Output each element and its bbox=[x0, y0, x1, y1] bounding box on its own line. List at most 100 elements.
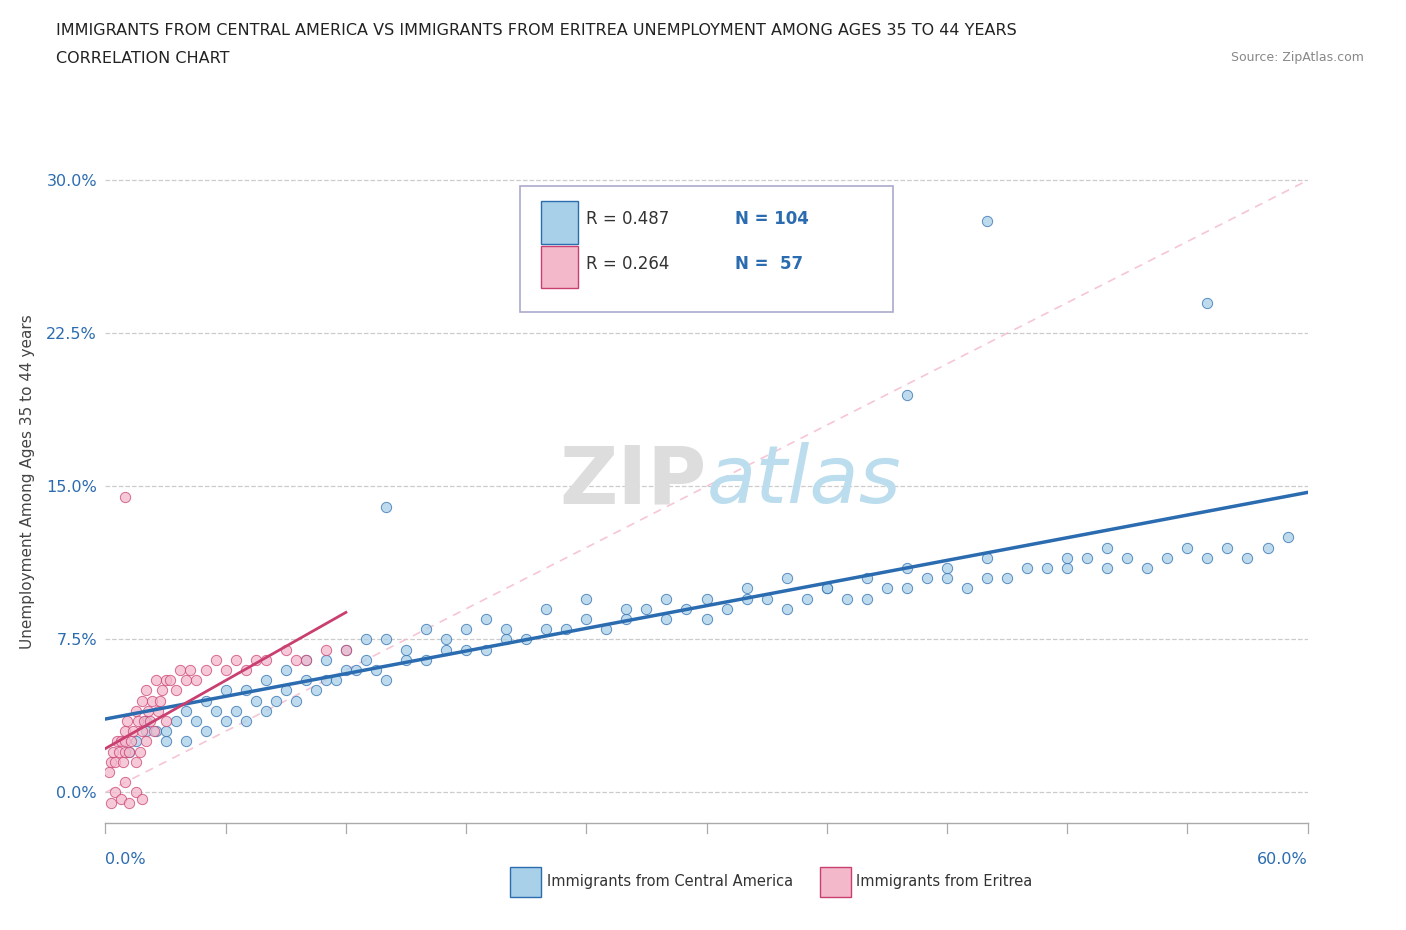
Point bbox=[110, 734, 132, 749]
Point bbox=[235, 662, 257, 677]
Point bbox=[214, 662, 236, 677]
Point bbox=[100, 795, 122, 810]
Point bbox=[148, 693, 170, 708]
Point bbox=[145, 724, 167, 738]
Point bbox=[184, 672, 207, 687]
Point bbox=[254, 703, 277, 718]
Point bbox=[104, 754, 127, 769]
Point bbox=[325, 672, 347, 687]
Point bbox=[225, 703, 247, 718]
Point bbox=[595, 622, 617, 637]
Point bbox=[114, 724, 136, 738]
Text: Source: ZipAtlas.com: Source: ZipAtlas.com bbox=[1230, 51, 1364, 64]
Point bbox=[1236, 551, 1258, 565]
Point bbox=[335, 643, 357, 658]
Point bbox=[896, 561, 918, 576]
Text: 0.0%: 0.0% bbox=[105, 852, 146, 867]
Point bbox=[274, 662, 297, 677]
Point bbox=[295, 652, 318, 667]
Point bbox=[295, 672, 318, 687]
Point bbox=[616, 602, 638, 617]
Point bbox=[169, 662, 191, 677]
Point bbox=[131, 724, 153, 738]
Point bbox=[114, 734, 136, 749]
Text: N = 104: N = 104 bbox=[735, 209, 810, 228]
Text: R = 0.264: R = 0.264 bbox=[586, 255, 669, 273]
Point bbox=[855, 571, 877, 586]
Point bbox=[696, 591, 718, 606]
Point bbox=[515, 632, 537, 647]
Point bbox=[245, 652, 267, 667]
Point bbox=[204, 703, 226, 718]
Point bbox=[121, 734, 143, 749]
Point bbox=[976, 571, 998, 586]
Text: R = 0.487: R = 0.487 bbox=[586, 209, 669, 228]
Point bbox=[142, 724, 165, 738]
Text: 60.0%: 60.0% bbox=[1257, 852, 1308, 867]
Point bbox=[976, 214, 998, 229]
Point bbox=[204, 652, 226, 667]
Point bbox=[1076, 551, 1098, 565]
Point bbox=[150, 683, 173, 698]
Point bbox=[1097, 540, 1119, 555]
Point bbox=[776, 571, 799, 586]
Point bbox=[194, 693, 217, 708]
Point bbox=[696, 612, 718, 627]
Point bbox=[114, 489, 136, 504]
Point bbox=[155, 724, 177, 738]
Point bbox=[114, 744, 136, 759]
Point bbox=[174, 672, 197, 687]
Point bbox=[141, 693, 163, 708]
Point bbox=[1015, 561, 1038, 576]
Point bbox=[305, 683, 328, 698]
Point bbox=[374, 499, 396, 514]
Point bbox=[1097, 561, 1119, 576]
Point bbox=[616, 612, 638, 627]
Point bbox=[936, 571, 959, 586]
Point bbox=[194, 724, 217, 738]
Point bbox=[755, 591, 778, 606]
Point bbox=[214, 713, 236, 728]
Text: atlas: atlas bbox=[707, 443, 901, 520]
Point bbox=[796, 591, 818, 606]
Point bbox=[165, 713, 187, 728]
Point bbox=[235, 713, 257, 728]
Point bbox=[155, 734, 177, 749]
Point bbox=[534, 602, 557, 617]
Point bbox=[896, 387, 918, 402]
Point bbox=[675, 602, 697, 617]
Point bbox=[159, 672, 181, 687]
Point bbox=[100, 754, 122, 769]
Point bbox=[575, 591, 598, 606]
Point bbox=[815, 581, 838, 596]
Point bbox=[179, 662, 201, 677]
Point bbox=[636, 602, 658, 617]
Point bbox=[896, 581, 918, 596]
Point bbox=[395, 652, 418, 667]
Point bbox=[118, 744, 141, 759]
Point bbox=[335, 662, 357, 677]
Point bbox=[495, 632, 517, 647]
Text: ZIP: ZIP bbox=[560, 443, 707, 520]
Point bbox=[114, 775, 136, 790]
Point bbox=[254, 652, 277, 667]
Point bbox=[735, 591, 758, 606]
Point bbox=[344, 662, 367, 677]
Point bbox=[274, 683, 297, 698]
Point bbox=[104, 785, 127, 800]
Point bbox=[124, 734, 146, 749]
Point bbox=[716, 602, 738, 617]
Point bbox=[135, 734, 157, 749]
Point bbox=[124, 785, 146, 800]
Text: IMMIGRANTS FROM CENTRAL AMERICA VS IMMIGRANTS FROM ERITREA UNEMPLOYMENT AMONG AG: IMMIGRANTS FROM CENTRAL AMERICA VS IMMIG… bbox=[56, 23, 1017, 38]
Point bbox=[235, 683, 257, 698]
Text: Immigrants from Eritrea: Immigrants from Eritrea bbox=[856, 874, 1032, 889]
Point bbox=[855, 591, 877, 606]
Point bbox=[534, 622, 557, 637]
Point bbox=[995, 571, 1018, 586]
Point bbox=[456, 643, 478, 658]
Text: CORRELATION CHART: CORRELATION CHART bbox=[56, 51, 229, 66]
Point bbox=[145, 672, 167, 687]
Point bbox=[434, 643, 457, 658]
Point bbox=[655, 612, 678, 627]
